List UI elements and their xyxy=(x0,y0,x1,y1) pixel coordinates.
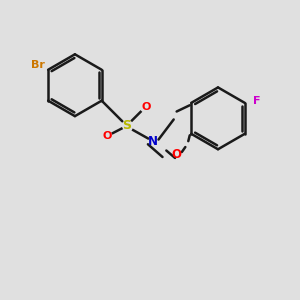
Text: O: O xyxy=(141,102,151,112)
Text: Br: Br xyxy=(31,60,45,70)
Text: F: F xyxy=(254,96,261,106)
Text: O: O xyxy=(103,131,112,141)
Text: N: N xyxy=(148,135,158,148)
Text: S: S xyxy=(122,119,131,132)
Text: O: O xyxy=(172,148,182,161)
